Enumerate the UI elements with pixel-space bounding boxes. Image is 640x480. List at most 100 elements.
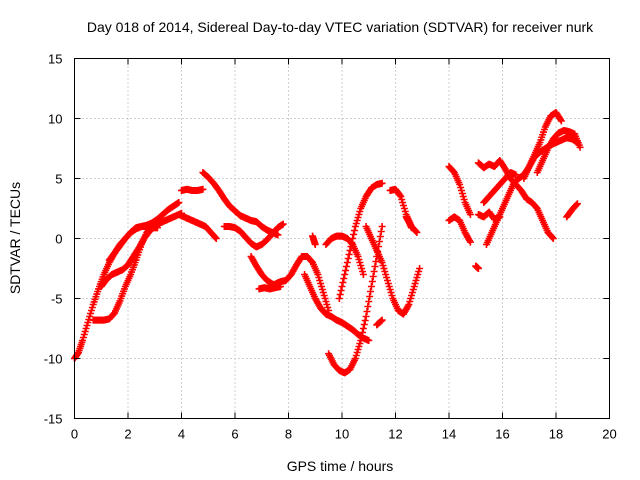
data-point-marker xyxy=(311,241,319,248)
x-tick-label: 14 xyxy=(442,427,456,442)
series-arc-j xyxy=(255,283,284,293)
series-arc-l xyxy=(301,271,373,344)
series-arc-ad xyxy=(402,213,416,232)
data-point-marker xyxy=(376,233,384,240)
x-tick-label: 16 xyxy=(495,427,509,442)
series-arc-u xyxy=(474,157,557,242)
data-point-marker xyxy=(413,229,421,236)
x-tick-label: 20 xyxy=(602,427,616,442)
series-arc-x xyxy=(480,169,520,206)
data-point-marker xyxy=(466,238,474,246)
data-point-marker xyxy=(359,329,367,336)
data-point-marker xyxy=(557,117,565,125)
data-point-marker xyxy=(340,275,348,282)
series-arc-t xyxy=(445,213,474,246)
data-point-marker xyxy=(348,239,356,246)
series-arc-ac xyxy=(309,232,319,248)
series-arc-e xyxy=(178,185,207,194)
data-point-marker xyxy=(345,251,353,258)
data-point-marker xyxy=(474,265,482,272)
series-arc-r xyxy=(373,316,386,329)
data-point-marker xyxy=(369,273,377,280)
series-arc-k xyxy=(271,253,333,314)
data-point-marker xyxy=(378,223,386,230)
data-point-marker xyxy=(396,191,404,199)
data-point-marker xyxy=(342,263,350,270)
x-tick-label: 0 xyxy=(71,427,78,442)
y-tick-label: 15 xyxy=(48,52,62,67)
data-point-marker xyxy=(357,337,365,344)
data-point-marker xyxy=(342,267,350,274)
data-point-marker xyxy=(153,224,161,232)
data-point-marker xyxy=(344,255,352,262)
series-arc-h xyxy=(220,220,287,251)
y-tick-label: 5 xyxy=(55,172,62,187)
data-point-marker xyxy=(343,259,351,266)
data-point-marker xyxy=(378,316,386,324)
data-point-marker xyxy=(346,247,354,254)
data-point-marker xyxy=(359,271,367,278)
data-point-marker xyxy=(412,228,420,235)
data-point-marker xyxy=(556,116,564,123)
data-point-marker xyxy=(371,263,379,270)
data-point-marker xyxy=(367,283,375,290)
x-tick-label: 6 xyxy=(231,427,238,442)
y-tick-label: 0 xyxy=(55,232,62,247)
data-point-marker xyxy=(573,201,581,209)
x-tick-label: 4 xyxy=(178,427,185,442)
data-point-marker xyxy=(337,287,345,294)
series-arc-d xyxy=(105,223,161,264)
series-arc-o xyxy=(335,179,386,302)
axis-ticks: 0 2 4 6 8 10 12 14 16 18 20 -15 -10 -5 0 5 10 15 xyxy=(44,52,617,442)
data-point-marker xyxy=(212,235,220,242)
x-tick-label: 2 xyxy=(124,427,131,442)
data-point-marker xyxy=(367,288,375,295)
data-point-marker xyxy=(365,298,373,305)
data-point-marker xyxy=(350,231,358,238)
x-tick-label: 18 xyxy=(549,427,563,442)
data-point-marker xyxy=(375,238,383,245)
data-point-marker xyxy=(512,171,520,179)
data-point-marker xyxy=(361,317,369,324)
data-point-marker xyxy=(175,199,183,206)
data-point-marker xyxy=(377,228,385,235)
y-tick-label: -10 xyxy=(44,352,63,367)
series-arc-c xyxy=(97,209,185,290)
data-point-marker xyxy=(370,268,378,275)
data-point-marker xyxy=(549,235,557,242)
data-point-marker xyxy=(378,179,386,187)
data-point-marker xyxy=(408,224,416,232)
series-arc-p xyxy=(362,223,424,318)
data-point-marker xyxy=(279,220,287,228)
data-point-marker xyxy=(338,283,346,290)
series-arc-f xyxy=(175,211,220,242)
data-point-marker xyxy=(573,200,581,208)
data-point-marker xyxy=(360,321,368,328)
y-tick-label: -5 xyxy=(51,292,63,307)
y-tick-label: 10 xyxy=(48,112,62,127)
x-tick-label: 10 xyxy=(335,427,349,442)
data-point-marker xyxy=(335,295,343,302)
data-point-marker xyxy=(359,325,367,332)
data-point-marker xyxy=(576,143,584,151)
data-point-marker xyxy=(363,308,371,315)
series-arc-s xyxy=(445,163,474,218)
y-axis-label: SDTVAR / TECUs xyxy=(7,182,23,294)
data-point-marker xyxy=(416,265,424,272)
y-tick-label: -15 xyxy=(44,412,63,427)
data-point-marker xyxy=(341,271,349,278)
data-point-marker xyxy=(199,185,207,193)
series-arc-q xyxy=(386,185,421,236)
data-point-marker xyxy=(350,227,358,234)
x-tick-label: 8 xyxy=(285,427,292,442)
chart-title: Day 018 of 2014, Sidereal Day-to-day VTE… xyxy=(87,19,594,35)
data-point-marker xyxy=(349,235,357,242)
data-points xyxy=(71,109,584,377)
x-tick-label: 12 xyxy=(388,427,402,442)
data-point-marker xyxy=(211,234,219,241)
data-point-marker xyxy=(347,243,355,250)
data-point-marker xyxy=(466,211,474,218)
data-point-marker xyxy=(358,333,366,340)
data-point-marker xyxy=(368,278,376,285)
